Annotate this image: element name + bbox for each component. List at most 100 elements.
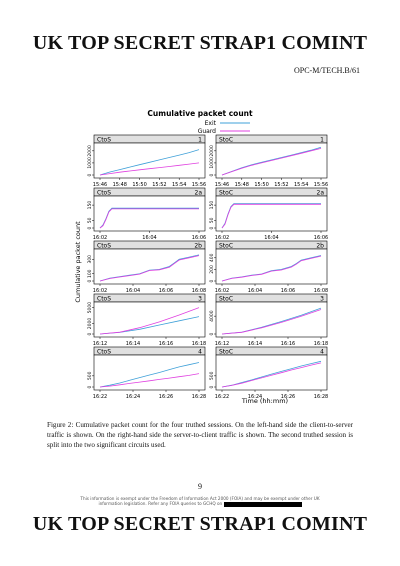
panel-1-ctos-x-tick-label: 15:54 [172, 182, 186, 188]
panel-2b-stoc-plot-area [215, 248, 328, 285]
panel-2a-ctos-x-tick-label: 16:04 [142, 235, 156, 241]
foia-footer-line2: information legislation. Refer any FOIA … [98, 501, 223, 507]
panel-3-ctos-direction-label: CtoS [97, 295, 111, 302]
panel-1-ctos-direction-label: CtoS [97, 136, 111, 143]
x-axis-label: Time (hh:mm) [241, 397, 288, 405]
panel-2a-ctos-session-label: 2a [195, 189, 203, 196]
panel-2b-ctos-x-tick-label: 16:06 [159, 288, 173, 294]
panel-2b-ctos-x-tick-label: 16:04 [126, 288, 140, 294]
chart-panels: CtoS 115:46 15:48 15:50 15:52 15:54 15:5601000… [87, 134, 328, 400]
panel-3-stoc-direction-label: StoC [219, 295, 233, 302]
panel-4-ctos: CtoS 4 16:22 16:24 16:26 16:28 0 500 [87, 346, 206, 400]
panel-2a-ctos: CtoS 2a 16:02 16:04 16:06 0 50 150 [87, 187, 206, 241]
panel-2a-ctos-x-tick-label: 16:02 [93, 235, 107, 241]
panel-4-ctos-series-exit [99, 362, 200, 388]
panel-1-ctos-plot-area [93, 142, 206, 179]
panel-4-ctos-session-label: 4 [198, 348, 202, 355]
panel-2a-stoc-y-tick-label: 150 [209, 201, 215, 210]
panel-3-ctos-x-tick-label: 16:14 [126, 341, 140, 347]
panel-4-ctos-direction-label: CtoS [97, 348, 111, 355]
panel-1-stoc-x-tick-label: 15:56 [314, 182, 328, 188]
foia-footer: This information is exempt under the Fre… [50, 496, 350, 507]
panel-1-stoc-y-tick-label: 1000 [209, 157, 215, 169]
panel-3-ctos-x-tick-label: 16:12 [93, 341, 107, 347]
panel-4-ctos-y-tick-label: 500 [87, 371, 93, 380]
panel-2b-ctos-series-guard [99, 255, 200, 282]
panel-2b-ctos-direction-label: CtoS [97, 242, 111, 249]
panel-2a-stoc-series-guard [221, 203, 321, 229]
panel-2a-ctos-y-tick-label: 0 [87, 226, 93, 229]
panel-3-stoc-x-tick-label: 16:18 [314, 341, 328, 347]
panel-3-ctos-series-guard [99, 307, 200, 335]
panel-1-ctos-x-tick-label: 15:56 [192, 182, 206, 188]
panel-2b-stoc-series-guard [221, 255, 322, 282]
panel-3-stoc-session-label: 3 [320, 295, 324, 302]
panel-2a-stoc-x-tick-label: 16:04 [264, 235, 278, 241]
panel-4-stoc-session-label: 4 [320, 348, 324, 355]
panel-3-stoc-series-guard [221, 309, 322, 335]
panel-1-stoc-x-tick-label: 15:52 [274, 182, 288, 188]
panel-4-stoc-x-tick-label: 16:26 [281, 394, 295, 400]
panel-2a-stoc-x-tick-label: 16:02 [215, 235, 229, 241]
panel-1-stoc-x-tick-label: 15:50 [254, 182, 268, 188]
panel-1-stoc-x-tick-label: 15:46 [215, 182, 229, 188]
panel-4-stoc-x-tick-label: 16:22 [215, 394, 229, 400]
panel-4-ctos-series-guard [99, 373, 200, 388]
panel-2a-ctos-series-guard [99, 208, 199, 229]
panel-3-stoc-plot-area [215, 301, 328, 338]
panel-3-stoc-y-tick-label: 4000 [209, 310, 215, 322]
panel-2b-stoc: StoC 2b 16:02 16:04 16:06 16:08 0 200 400 [209, 240, 328, 294]
panel-3-ctos-plot-area [93, 301, 206, 338]
panel-3-ctos-x-tick-label: 16:18 [192, 341, 206, 347]
legend-label-exit: Exit [205, 120, 217, 127]
panel-3-stoc-x-tick-label: 16:14 [248, 341, 262, 347]
panel-4-ctos-x-tick-label: 16:22 [93, 394, 107, 400]
panel-2b-ctos-y-tick-label: 0 [87, 279, 93, 282]
panel-3-stoc-y-tick-label: 0 [209, 332, 215, 335]
panel-1-ctos-x-tick-label: 15:52 [152, 182, 166, 188]
document-reference: OPC-M/TECH.B/61 [293, 66, 360, 75]
panel-3-stoc-x-tick-label: 16:16 [281, 341, 295, 347]
legend-label-guard: Guard [198, 128, 216, 135]
panel-2b-stoc-session-label: 2b [316, 242, 324, 249]
panel-1-stoc-direction-label: StoC [219, 136, 233, 143]
panel-3-ctos-y-tick-label: 5000 [87, 302, 93, 314]
panel-1-ctos-x-tick-label: 15:50 [132, 182, 146, 188]
panel-2b-stoc-x-tick-label: 16:02 [215, 288, 229, 294]
panel-2a-stoc-y-tick-label: 50 [209, 217, 215, 223]
panel-1-stoc: StoC 1 15:46 15:48 15:50 15:52 15:54 15:56 0 1000… [209, 134, 328, 188]
panel-2b-ctos-x-tick-label: 16:08 [192, 288, 206, 294]
panel-4-stoc-x-tick-label: 16:24 [248, 394, 262, 400]
panel-1-stoc-x-tick-label: 15:54 [294, 182, 308, 188]
panel-1-ctos-x-tick-label: 15:46 [93, 182, 107, 188]
panel-2a-ctos-x-tick-label: 16:06 [192, 235, 206, 241]
panel-1-ctos-x-tick-label: 15:48 [113, 182, 127, 188]
panel-4-ctos-x-tick-label: 16:24 [126, 394, 140, 400]
panel-2a-ctos-plot-area [93, 195, 206, 232]
panel-4-ctos-y-tick-label: 0 [87, 385, 93, 388]
panel-1-ctos-series-guard [99, 162, 200, 176]
panel-1-ctos-y-tick-label: 0 [87, 173, 93, 176]
classification-banner-top: UK TOP SECRET STRAP1 COMINT [32, 32, 368, 54]
panel-1-ctos-y-tick-label: 1000 [87, 157, 93, 169]
panel-2a-ctos-y-tick-label: 50 [87, 217, 93, 223]
panel-4-stoc-direction-label: StoC [219, 348, 233, 355]
panel-2b-ctos-session-label: 2b [194, 242, 202, 249]
panel-3-stoc-x-tick-label: 16:12 [215, 341, 229, 347]
panel-2b-stoc-x-tick-label: 16:06 [281, 288, 295, 294]
chart-title: Cumulative packet count [147, 109, 253, 118]
foia-footer-line1: This information is exempt under the Fre… [80, 496, 320, 501]
panel-4-ctos-x-tick-label: 16:28 [192, 394, 206, 400]
panel-1-stoc-x-tick-label: 15:48 [235, 182, 249, 188]
panel-2b-stoc-direction-label: StoC [219, 242, 233, 249]
redaction-bar [223, 501, 302, 507]
panel-2b-stoc-y-tick-label: 0 [209, 279, 215, 282]
panel-2b-ctos-y-tick-label: 100 [87, 269, 93, 278]
panel-4-stoc-x-tick-label: 16:28 [314, 394, 328, 400]
panel-2b-stoc-x-tick-label: 16:04 [248, 288, 262, 294]
panel-4-stoc-series-guard [221, 362, 322, 388]
panel-2a-stoc-session-label: 2a [317, 189, 325, 196]
panel-3-ctos: CtoS 3 16:12 16:14 16:16 16:18 0 2000 5000 [87, 293, 206, 347]
